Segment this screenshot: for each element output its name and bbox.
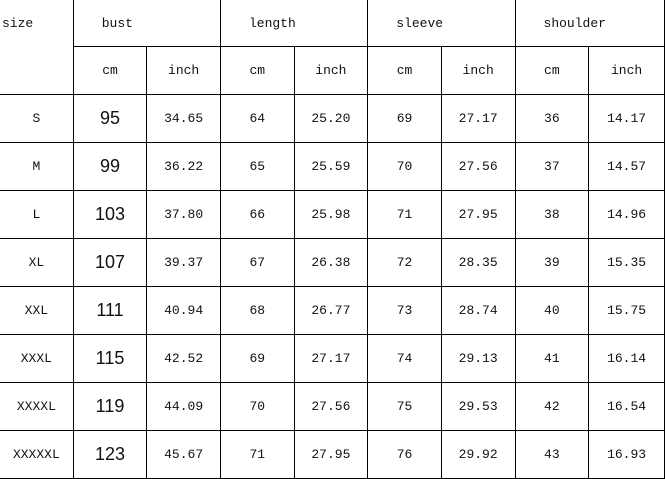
measurement-cell: 25.59 (293, 142, 369, 191)
table-row: XXXXXL 123 45.67 71 27.95 76 29.92 43 16.93 (0, 430, 665, 479)
unit-header: inch (293, 46, 369, 95)
measurement-cell: 16.14 (588, 334, 665, 383)
size-cell: L (0, 190, 74, 239)
measurement-cell: 27.56 (440, 142, 516, 191)
measurement-cell: 15.75 (588, 286, 665, 335)
table-row: M 99 36.22 65 25.59 70 27.56 37 14.57 (0, 142, 665, 191)
measurement-cell: 70 (367, 142, 442, 191)
measurement-cell: 74 (367, 334, 442, 383)
size-cell: XL (0, 238, 74, 287)
measurement-cell: 27.95 (293, 430, 369, 479)
measurement-cell: 27.17 (293, 334, 369, 383)
measurement-cell: 27.17 (440, 94, 516, 143)
measurement-cell: 36 (514, 94, 590, 143)
measurement-cell: 103 (72, 190, 148, 239)
measurement-cell: 64 (219, 94, 295, 143)
measurement-cell: 71 (367, 190, 442, 239)
measurement-cell: 73 (367, 286, 442, 335)
measurement-cell: 25.20 (293, 94, 369, 143)
table-row: XXXL 115 42.52 69 27.17 74 29.13 41 16.14 (0, 334, 665, 383)
measurement-cell: 69 (367, 94, 442, 143)
size-cell: M (0, 142, 74, 191)
measurement-cell: 95 (72, 94, 148, 143)
table-row: XXL 111 40.94 68 26.77 73 28.74 40 15.75 (0, 286, 665, 335)
measurement-cell: 14.17 (588, 94, 665, 143)
measurement-cell: 16.54 (588, 382, 665, 431)
measurement-cell: 76 (367, 430, 442, 479)
measurement-cell: 37.80 (146, 190, 221, 239)
measurement-cell: 41 (514, 334, 590, 383)
measurement-cell: 39.37 (146, 238, 221, 287)
measurement-cell: 39 (514, 238, 590, 287)
measurement-cell: 71 (219, 430, 295, 479)
measurement-cell: 26.38 (293, 238, 369, 287)
measurement-cell: 27.95 (440, 190, 516, 239)
table-row: L 103 37.80 66 25.98 71 27.95 38 14.96 (0, 190, 665, 239)
measurement-cell: 14.96 (588, 190, 665, 239)
sleeve-header: sleeve (367, 0, 516, 47)
unit-header: inch (588, 46, 665, 95)
measurement-cell: 28.74 (440, 286, 516, 335)
measurement-cell: 40 (514, 286, 590, 335)
unit-header: cm (219, 46, 295, 95)
size-cell: XXL (0, 286, 74, 335)
measurement-cell: 65 (219, 142, 295, 191)
unit-header: cm (72, 46, 148, 95)
measurement-cell: 28.35 (440, 238, 516, 287)
measurement-cell: 75 (367, 382, 442, 431)
unit-row: cm inch cm inch cm inch cm inch (0, 46, 665, 95)
header-row: size bust length sleeve shoulder (0, 0, 666, 95)
measurement-cell: 111 (72, 286, 148, 335)
measurement-cell: 42.52 (146, 334, 221, 383)
measurement-cell: 69 (219, 334, 295, 383)
measurement-cell: 67 (219, 238, 295, 287)
measurement-cell: 16.93 (588, 430, 665, 479)
measurement-cell: 14.57 (588, 142, 665, 191)
measurement-cell: 123 (72, 430, 148, 479)
measurement-cell: 66 (219, 190, 295, 239)
measurement-cell: 38 (514, 190, 590, 239)
measurement-cell: 26.77 (293, 286, 369, 335)
bust-header: bust (72, 0, 221, 47)
measurement-cell: 107 (72, 238, 148, 287)
measurement-cell: 15.35 (588, 238, 665, 287)
unit-header: inch (440, 46, 516, 95)
size-cell: XXXL (0, 334, 74, 383)
table-row: XXXXL 119 44.09 70 27.56 75 29.53 42 16.54 (0, 382, 665, 431)
measurement-cell: 42 (514, 382, 590, 431)
measurement-cell: 45.67 (146, 430, 221, 479)
measurement-cell: 37 (514, 142, 590, 191)
measurement-cell: 44.09 (146, 382, 221, 431)
measurement-cell: 29.13 (440, 334, 516, 383)
size-cell: S (0, 94, 74, 143)
table-row: S 95 34.65 64 25.20 69 27.17 36 14.17 (0, 94, 665, 143)
measurement-cell: 99 (72, 142, 148, 191)
unit-header: cm (367, 46, 442, 95)
measurement-cell: 29.53 (440, 382, 516, 431)
measurement-cell: 25.98 (293, 190, 369, 239)
measurement-cell: 36.22 (146, 142, 221, 191)
measurement-cell: 34.65 (146, 94, 221, 143)
measurement-cell: 72 (367, 238, 442, 287)
size-cell: XXXXXL (0, 430, 74, 479)
measurement-cell: 29.92 (440, 430, 516, 479)
size-header: size (0, 0, 74, 95)
length-header: length (219, 0, 369, 47)
measurement-cell: 27.56 (293, 382, 369, 431)
table-row: XL 107 39.37 67 26.38 72 28.35 39 15.35 (0, 238, 665, 287)
measurement-cell: 40.94 (146, 286, 221, 335)
measurement-cell: 70 (219, 382, 295, 431)
size-cell: XXXXL (0, 382, 74, 431)
measurement-cell: 115 (72, 334, 148, 383)
measurement-cell: 119 (72, 382, 148, 431)
unit-header: inch (146, 46, 221, 95)
measurement-cell: 68 (219, 286, 295, 335)
measurement-cell: 43 (514, 430, 590, 479)
unit-header: cm (514, 46, 590, 95)
shoulder-header: shoulder (514, 0, 666, 47)
